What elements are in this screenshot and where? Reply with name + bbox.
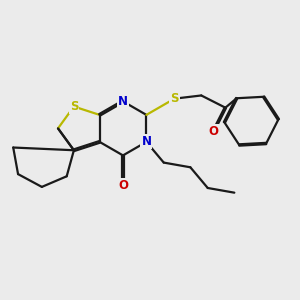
Text: O: O [208, 125, 218, 138]
Text: N: N [141, 135, 152, 148]
Text: O: O [118, 178, 128, 192]
Text: S: S [70, 100, 78, 113]
Text: N: N [118, 95, 128, 108]
Text: S: S [170, 92, 179, 105]
